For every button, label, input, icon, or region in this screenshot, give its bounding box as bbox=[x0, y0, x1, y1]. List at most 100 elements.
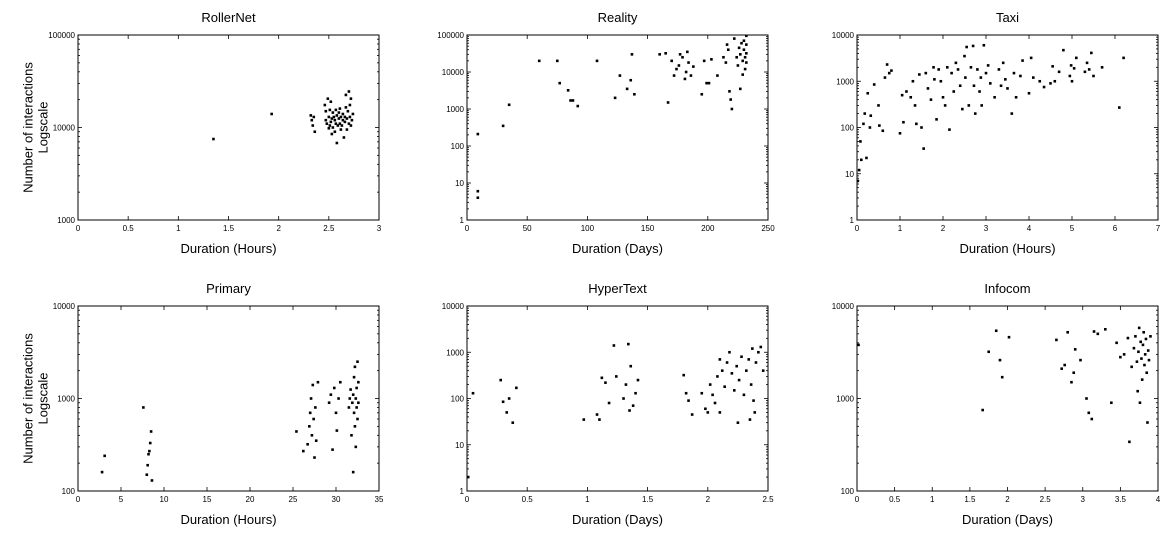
data-point bbox=[999, 84, 1003, 88]
x-tick-label: 2.5 bbox=[323, 224, 335, 233]
x-tick-label: 0.5 bbox=[522, 495, 534, 504]
data-point bbox=[631, 404, 635, 407]
data-point bbox=[702, 59, 706, 63]
data-point bbox=[745, 61, 748, 64]
y-tick-label: 100 bbox=[841, 487, 855, 496]
data-point bbox=[1057, 70, 1061, 74]
panel-title: Infocom bbox=[984, 281, 1030, 296]
panel-title: HyperText bbox=[588, 281, 647, 296]
data-point bbox=[353, 425, 357, 428]
data-point bbox=[986, 64, 990, 67]
data-point bbox=[909, 95, 913, 99]
data-point bbox=[348, 397, 352, 400]
data-point bbox=[345, 117, 349, 120]
data-point bbox=[537, 59, 541, 63]
data-point bbox=[309, 114, 313, 117]
data-point bbox=[308, 411, 312, 415]
x-tick-label: 0 bbox=[465, 495, 470, 504]
data-point bbox=[754, 361, 758, 364]
data-point bbox=[346, 109, 350, 113]
data-point bbox=[627, 342, 630, 346]
data-point bbox=[476, 132, 480, 136]
data-point bbox=[969, 66, 973, 69]
data-point bbox=[958, 84, 962, 88]
data-point bbox=[1055, 338, 1058, 342]
data-point bbox=[349, 388, 352, 391]
x-tick-label: 1 bbox=[176, 224, 181, 233]
data-point bbox=[924, 71, 928, 75]
data-point bbox=[707, 81, 711, 85]
data-point bbox=[312, 115, 316, 119]
plot-frame bbox=[466, 34, 769, 221]
y-tick-label: 10000 bbox=[832, 31, 855, 40]
data-point bbox=[342, 136, 346, 139]
y-tick-label: 1000 bbox=[446, 105, 464, 114]
data-point bbox=[148, 449, 151, 453]
panel-1: Reality 0 50 100 150 200 250 1 10 100 1000 10000 100… bbox=[437, 10, 775, 256]
data-point bbox=[339, 380, 342, 384]
data-point bbox=[1104, 327, 1107, 331]
y-tick-label: 1000 bbox=[446, 348, 464, 357]
data-point bbox=[973, 112, 977, 115]
data-point bbox=[569, 99, 572, 102]
data-point bbox=[328, 108, 332, 112]
data-point bbox=[692, 65, 695, 68]
y-tick-label: 10000 bbox=[832, 302, 855, 311]
data-point bbox=[732, 389, 736, 392]
data-point bbox=[357, 401, 360, 405]
data-point bbox=[728, 90, 731, 93]
data-point bbox=[1092, 74, 1095, 78]
data-point bbox=[684, 391, 688, 395]
data-point bbox=[913, 104, 917, 107]
data-point bbox=[937, 68, 940, 71]
data-point bbox=[740, 355, 743, 359]
data-point bbox=[351, 393, 355, 396]
data-point bbox=[614, 375, 618, 378]
data-point bbox=[1085, 61, 1089, 65]
data-point bbox=[1079, 358, 1082, 362]
data-point bbox=[1139, 340, 1142, 344]
data-point bbox=[628, 409, 631, 412]
data-point bbox=[343, 115, 347, 119]
data-point bbox=[505, 411, 509, 414]
x-tick-label: 6 bbox=[1113, 224, 1118, 233]
data-point bbox=[1083, 70, 1087, 74]
data-point bbox=[935, 118, 938, 121]
data-point bbox=[327, 401, 331, 405]
data-point bbox=[718, 411, 722, 414]
data-point bbox=[314, 439, 318, 442]
data-point bbox=[865, 156, 868, 160]
x-axis-label: Duration (Hours) bbox=[959, 241, 1055, 256]
data-point bbox=[1006, 87, 1009, 90]
data-point bbox=[1092, 330, 1096, 333]
data-point bbox=[725, 43, 729, 46]
data-point bbox=[952, 90, 956, 93]
y-tick-label: 1 bbox=[460, 216, 465, 225]
data-point bbox=[690, 413, 694, 416]
data-point bbox=[989, 82, 992, 85]
data-point bbox=[724, 61, 728, 64]
data-point bbox=[677, 64, 681, 67]
data-point bbox=[333, 130, 337, 134]
data-point bbox=[306, 442, 309, 446]
data-point bbox=[356, 360, 359, 363]
data-point bbox=[558, 81, 562, 85]
data-point bbox=[745, 369, 748, 372]
data-point bbox=[704, 407, 707, 411]
data-point bbox=[1049, 82, 1052, 85]
x-tick-label: 1.5 bbox=[642, 495, 654, 504]
data-point bbox=[869, 114, 873, 117]
x-axis-label: Duration (Days) bbox=[962, 512, 1053, 527]
data-point bbox=[343, 120, 347, 124]
x-tick-label: 3 bbox=[984, 224, 989, 233]
data-point bbox=[743, 55, 747, 59]
data-point bbox=[759, 345, 763, 349]
data-point bbox=[600, 376, 604, 380]
x-tick-label: 4 bbox=[1156, 495, 1161, 504]
data-point bbox=[357, 380, 360, 384]
data-point bbox=[1010, 112, 1014, 115]
data-point bbox=[1143, 363, 1146, 367]
data-point bbox=[1142, 330, 1146, 334]
data-point bbox=[736, 421, 740, 424]
